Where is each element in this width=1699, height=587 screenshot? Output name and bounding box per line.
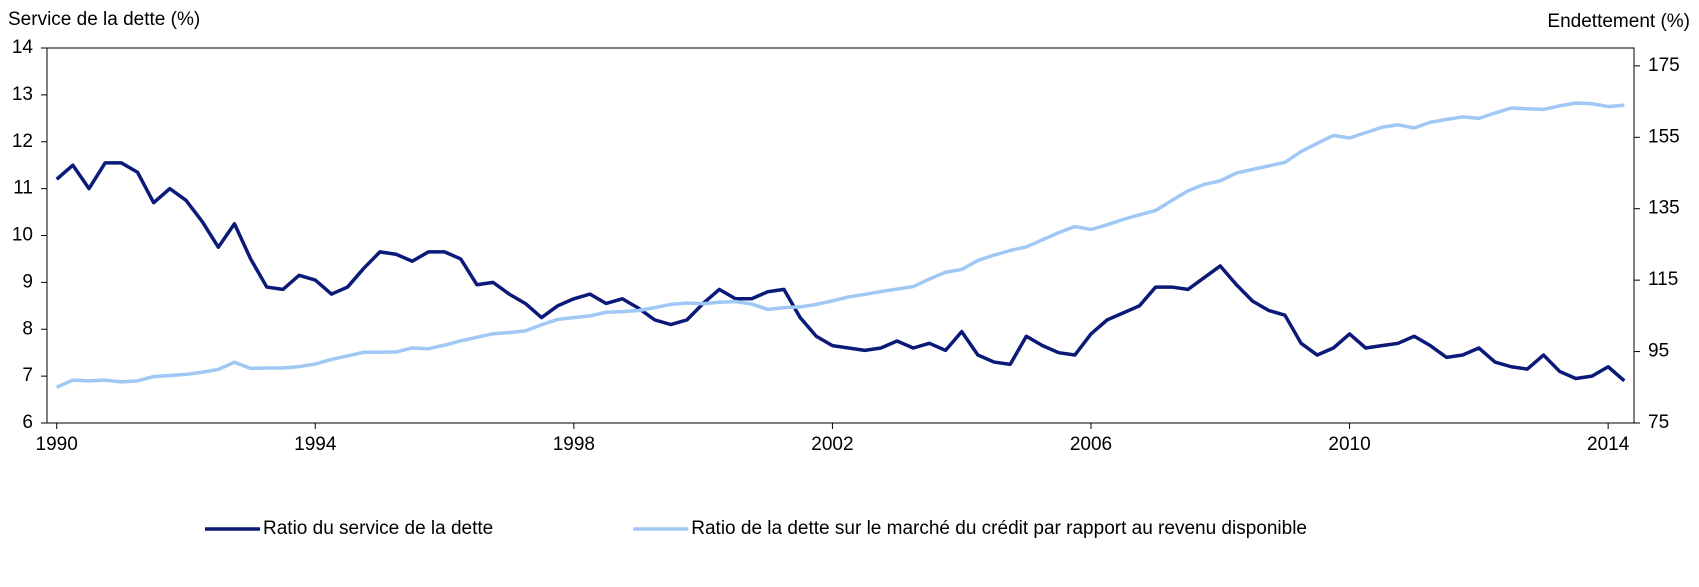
y2-tick-label: 155 (1648, 126, 1680, 147)
y-tick-label: 8 (22, 318, 33, 339)
x-tick-label: 1998 (553, 434, 595, 455)
x-tick-label: 2002 (811, 434, 853, 455)
y-tick-label: 13 (12, 84, 33, 105)
y-tick-label: 6 (22, 412, 33, 433)
y-tick-label: 7 (22, 365, 33, 386)
y-tick-label: 14 (12, 37, 34, 58)
x-tick-label: 1994 (294, 434, 337, 455)
y-tick-label: 10 (12, 225, 33, 246)
y2-tick-label: 115 (1648, 269, 1678, 290)
x-tick-label: 2006 (1070, 434, 1112, 455)
y2-tick-label: 75 (1648, 412, 1669, 433)
y-tick-label: 11 (13, 178, 33, 199)
x-tick-label: 2010 (1328, 434, 1370, 455)
y2-tick-label: 95 (1648, 341, 1669, 362)
x-tick-label: 1990 (36, 434, 78, 455)
y2-axis-label: Endettement (%) (1547, 11, 1690, 32)
legend-label: Ratio du service de la dette (263, 518, 493, 539)
x-tick-label: 2014 (1587, 434, 1630, 455)
series-line (55, 101, 1625, 389)
y-axis-label: Service de la dette (%) (8, 9, 200, 30)
series-line (55, 161, 1626, 383)
y-tick-label: 9 (22, 271, 33, 292)
legend-label: Ratio de la dette sur le marché du crédi… (691, 518, 1307, 539)
y2-tick-label: 175 (1648, 55, 1680, 76)
y-tick-label: 12 (12, 131, 33, 152)
y2-tick-label: 135 (1648, 198, 1680, 219)
